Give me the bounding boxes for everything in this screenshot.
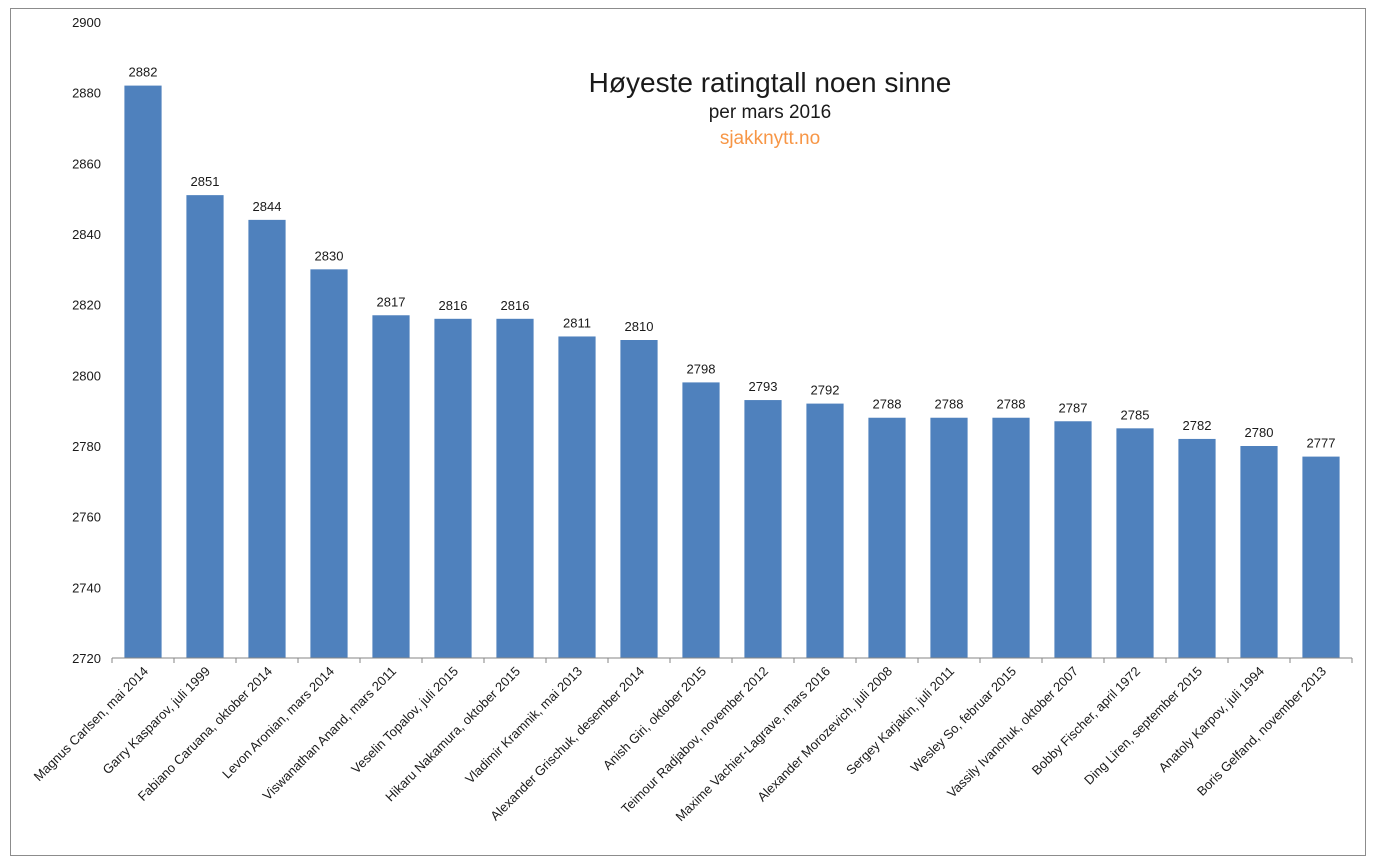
bar (1116, 428, 1154, 658)
data-label: 2816 (439, 298, 468, 313)
x-tick-label: Ding Liren, september 2015 (1081, 664, 1205, 788)
x-tick-label: Magnus Carlsen, mai 2014 (31, 664, 151, 784)
y-tick-label: 2820 (72, 298, 101, 313)
chart-subtitle: per mars 2016 (708, 102, 832, 123)
y-tick-label: 2720 (72, 651, 101, 666)
y-tick-label: 2760 (72, 510, 101, 525)
bar (496, 318, 534, 658)
data-label: 2792 (811, 383, 840, 398)
bar (992, 417, 1030, 658)
bar (930, 417, 968, 658)
x-tick-label: Alexander Morozevich, juli 2008 (754, 664, 895, 805)
y-axis-ticks: 2720 2740 2760 2780 2800 2820 2840 2860 2880 2900 (72, 15, 101, 666)
x-tick-label: Bobby Fischer, april 1972 (1029, 664, 1143, 778)
data-label: 2882 (129, 65, 158, 80)
bar (620, 340, 658, 658)
bar (1302, 456, 1340, 658)
x-tick-label: Sergey Karjakin, juli 2011 (843, 664, 957, 778)
data-label: 2811 (563, 315, 591, 330)
y-tick-label: 2800 (72, 368, 101, 383)
x-tick-label: Levon Aronian, mars 2014 (219, 664, 337, 782)
data-label: 2851 (191, 174, 220, 189)
bar (372, 315, 410, 658)
data-label: 2810 (625, 319, 654, 334)
bar (868, 417, 906, 658)
data-label: 2793 (749, 379, 778, 394)
data-label: 2816 (501, 298, 530, 313)
data-label: 2798 (687, 361, 716, 376)
data-label: 2777 (1307, 436, 1336, 451)
x-tick-label: Wesley So, februar 2015 (908, 664, 1020, 776)
bar (1054, 421, 1092, 658)
data-label: 2788 (873, 397, 902, 412)
x-tick-label: Fabiano Caruana, oktober 2014 (135, 664, 275, 804)
data-label: 2788 (997, 397, 1026, 412)
x-tick-label: Anish Giri, oktober 2015 (600, 664, 709, 773)
x-tick-label: Hikaru Nakamura, oktober 2015 (382, 664, 523, 805)
data-label: 2785 (1121, 407, 1150, 422)
chart-title: Høyeste ratingtall noen sinne (588, 67, 952, 98)
data-label: 2817 (377, 294, 406, 309)
y-tick-label: 2840 (72, 227, 101, 242)
x-tick-label: Veselin Topalov, juli 2015 (348, 664, 461, 777)
bar (744, 400, 782, 658)
y-tick-label: 2900 (72, 15, 101, 30)
bar (806, 403, 844, 658)
data-label: 2844 (253, 199, 282, 214)
x-tick-label: Anatoly Karpov, juli 1994 (1155, 664, 1267, 776)
x-tick-label: Viswanathan Anand, mars 2011 (260, 664, 400, 804)
bar (124, 85, 162, 659)
x-tick-label: Vassily Ivanchuk, oktober 2007 (944, 664, 1081, 801)
chart-source: sjakknytt.no (719, 128, 821, 149)
bar (434, 318, 472, 658)
x-tick-label: Garry Kasparov, juli 1999 (99, 664, 213, 778)
bar (248, 219, 286, 658)
chart-titles: Høyeste ratingtall noen sinne per mars 2… (560, 66, 980, 152)
data-labels: 2882 2851 2844 2830 2817 2816 2816 2811 2810 2798… (129, 65, 1336, 451)
x-tick-label: Vladimir Kramnik, mai 2013 (462, 664, 585, 787)
data-label: 2788 (935, 397, 964, 412)
y-tick-label: 2880 (72, 86, 101, 101)
bar (1240, 446, 1278, 658)
x-tick-label: Boris Gelfand, november 2013 (1194, 664, 1329, 799)
bar (1178, 438, 1216, 658)
y-tick-label: 2780 (72, 439, 101, 454)
data-label: 2830 (315, 248, 344, 263)
bar (186, 195, 224, 658)
y-tick-label: 2860 (72, 156, 101, 171)
data-label: 2780 (1245, 425, 1274, 440)
data-label: 2782 (1183, 418, 1212, 433)
data-label: 2787 (1059, 400, 1088, 415)
bar (310, 269, 348, 658)
bar (682, 382, 720, 658)
bar (558, 336, 596, 658)
y-tick-label: 2740 (72, 580, 101, 595)
bars (124, 85, 1340, 659)
